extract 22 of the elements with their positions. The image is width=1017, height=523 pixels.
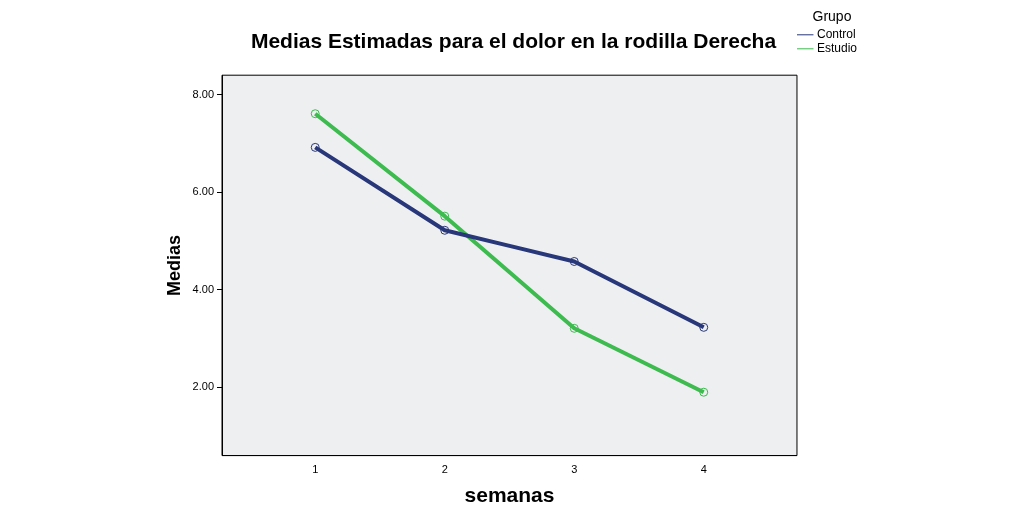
y-tick-label: 4.00 xyxy=(192,282,215,295)
x-axis-title: semanas xyxy=(464,483,555,507)
point xyxy=(569,257,579,266)
point xyxy=(440,225,450,235)
y-tick-label: 2.00 xyxy=(192,380,215,393)
point xyxy=(699,387,709,397)
legend-label: Control xyxy=(816,27,856,42)
point xyxy=(569,323,579,333)
point xyxy=(310,142,320,152)
x-tick-label: 3 xyxy=(571,463,578,476)
x-tick-label: 4 xyxy=(700,463,707,476)
point xyxy=(310,109,320,119)
x-tick-label: 1 xyxy=(312,463,319,476)
point xyxy=(440,211,450,221)
legend-label: Estudio xyxy=(816,41,858,56)
y-axis-title: Medias xyxy=(163,234,184,296)
chart-title: Medias Estimadas para el dolor en la rodilla Derecha xyxy=(250,29,777,53)
legend-title: Grupo xyxy=(812,7,852,24)
y-tick-label: 6.00 xyxy=(192,185,215,198)
y-tick-label: 8.00 xyxy=(192,87,215,100)
x-tick-label: 2 xyxy=(441,463,448,476)
point xyxy=(699,322,709,332)
